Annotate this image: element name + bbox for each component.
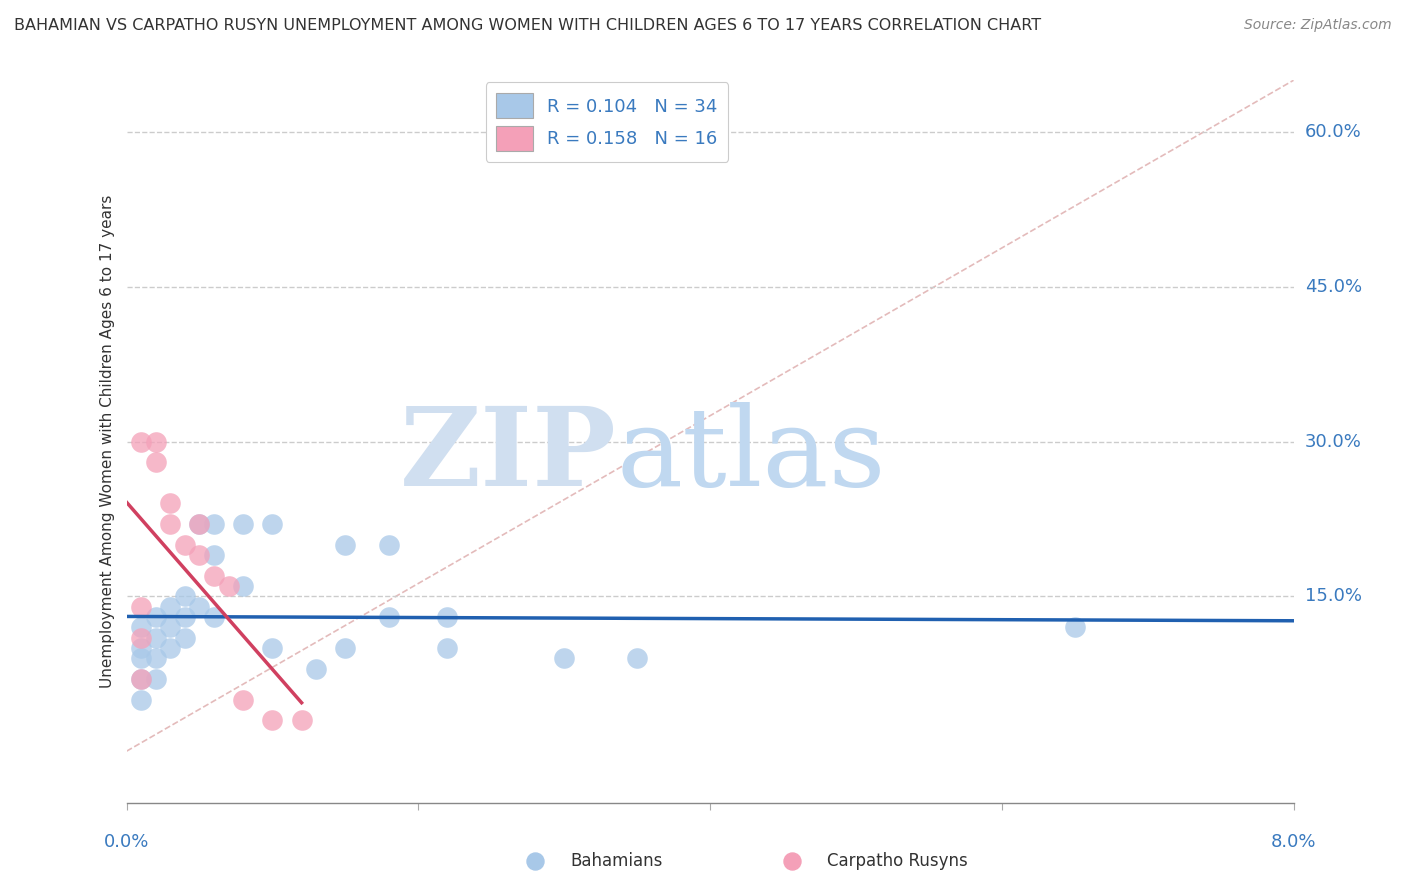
Text: 15.0%: 15.0% — [1305, 587, 1361, 606]
Point — [232, 579, 254, 593]
Point — [129, 599, 152, 614]
Point — [436, 610, 458, 624]
Point — [159, 496, 181, 510]
Point — [129, 651, 152, 665]
Point — [129, 692, 152, 706]
Point — [232, 692, 254, 706]
Point — [290, 713, 312, 727]
Point — [553, 651, 575, 665]
Text: 60.0%: 60.0% — [1305, 123, 1361, 141]
Text: 30.0%: 30.0% — [1305, 433, 1361, 450]
Point — [626, 651, 648, 665]
Point — [335, 538, 357, 552]
Point — [202, 568, 225, 582]
Point — [129, 620, 152, 634]
Point — [174, 538, 197, 552]
Point — [335, 640, 357, 655]
Point — [129, 672, 152, 686]
Point — [202, 548, 225, 562]
Legend: R = 0.104   N = 34, R = 0.158   N = 16: R = 0.104 N = 34, R = 0.158 N = 16 — [485, 82, 728, 162]
Point — [262, 640, 284, 655]
Text: atlas: atlas — [617, 402, 886, 509]
Point — [188, 548, 211, 562]
Point — [129, 434, 152, 449]
Point — [188, 517, 211, 532]
Point — [188, 517, 211, 532]
Point — [378, 538, 401, 552]
Point — [436, 640, 458, 655]
Point — [378, 610, 401, 624]
Point — [305, 662, 328, 676]
Point — [145, 672, 167, 686]
Text: ZIP: ZIP — [399, 402, 617, 509]
Point — [129, 631, 152, 645]
Point — [174, 610, 197, 624]
Point — [262, 517, 284, 532]
Point — [188, 599, 211, 614]
Point — [159, 640, 181, 655]
Point — [159, 517, 181, 532]
Point — [232, 517, 254, 532]
Text: Carpatho Rusyns: Carpatho Rusyns — [827, 852, 967, 870]
Text: Bahamians: Bahamians — [569, 852, 662, 870]
Text: BAHAMIAN VS CARPATHO RUSYN UNEMPLOYMENT AMONG WOMEN WITH CHILDREN AGES 6 TO 17 Y: BAHAMIAN VS CARPATHO RUSYN UNEMPLOYMENT … — [14, 18, 1042, 33]
Point — [159, 599, 181, 614]
Y-axis label: Unemployment Among Women with Children Ages 6 to 17 years: Unemployment Among Women with Children A… — [100, 194, 115, 689]
Point — [1063, 620, 1085, 634]
Point — [202, 517, 225, 532]
Text: 0.0%: 0.0% — [104, 833, 149, 851]
Point — [145, 610, 167, 624]
Point — [129, 672, 152, 686]
Point — [202, 610, 225, 624]
Point — [174, 590, 197, 604]
Point — [145, 434, 167, 449]
Point — [159, 620, 181, 634]
Text: 45.0%: 45.0% — [1305, 277, 1362, 296]
Text: Source: ZipAtlas.com: Source: ZipAtlas.com — [1244, 18, 1392, 32]
Point — [262, 713, 284, 727]
Point — [218, 579, 240, 593]
Text: 8.0%: 8.0% — [1271, 833, 1316, 851]
Point — [145, 455, 167, 469]
Point — [145, 631, 167, 645]
Point — [174, 631, 197, 645]
Point — [145, 651, 167, 665]
Point — [129, 640, 152, 655]
